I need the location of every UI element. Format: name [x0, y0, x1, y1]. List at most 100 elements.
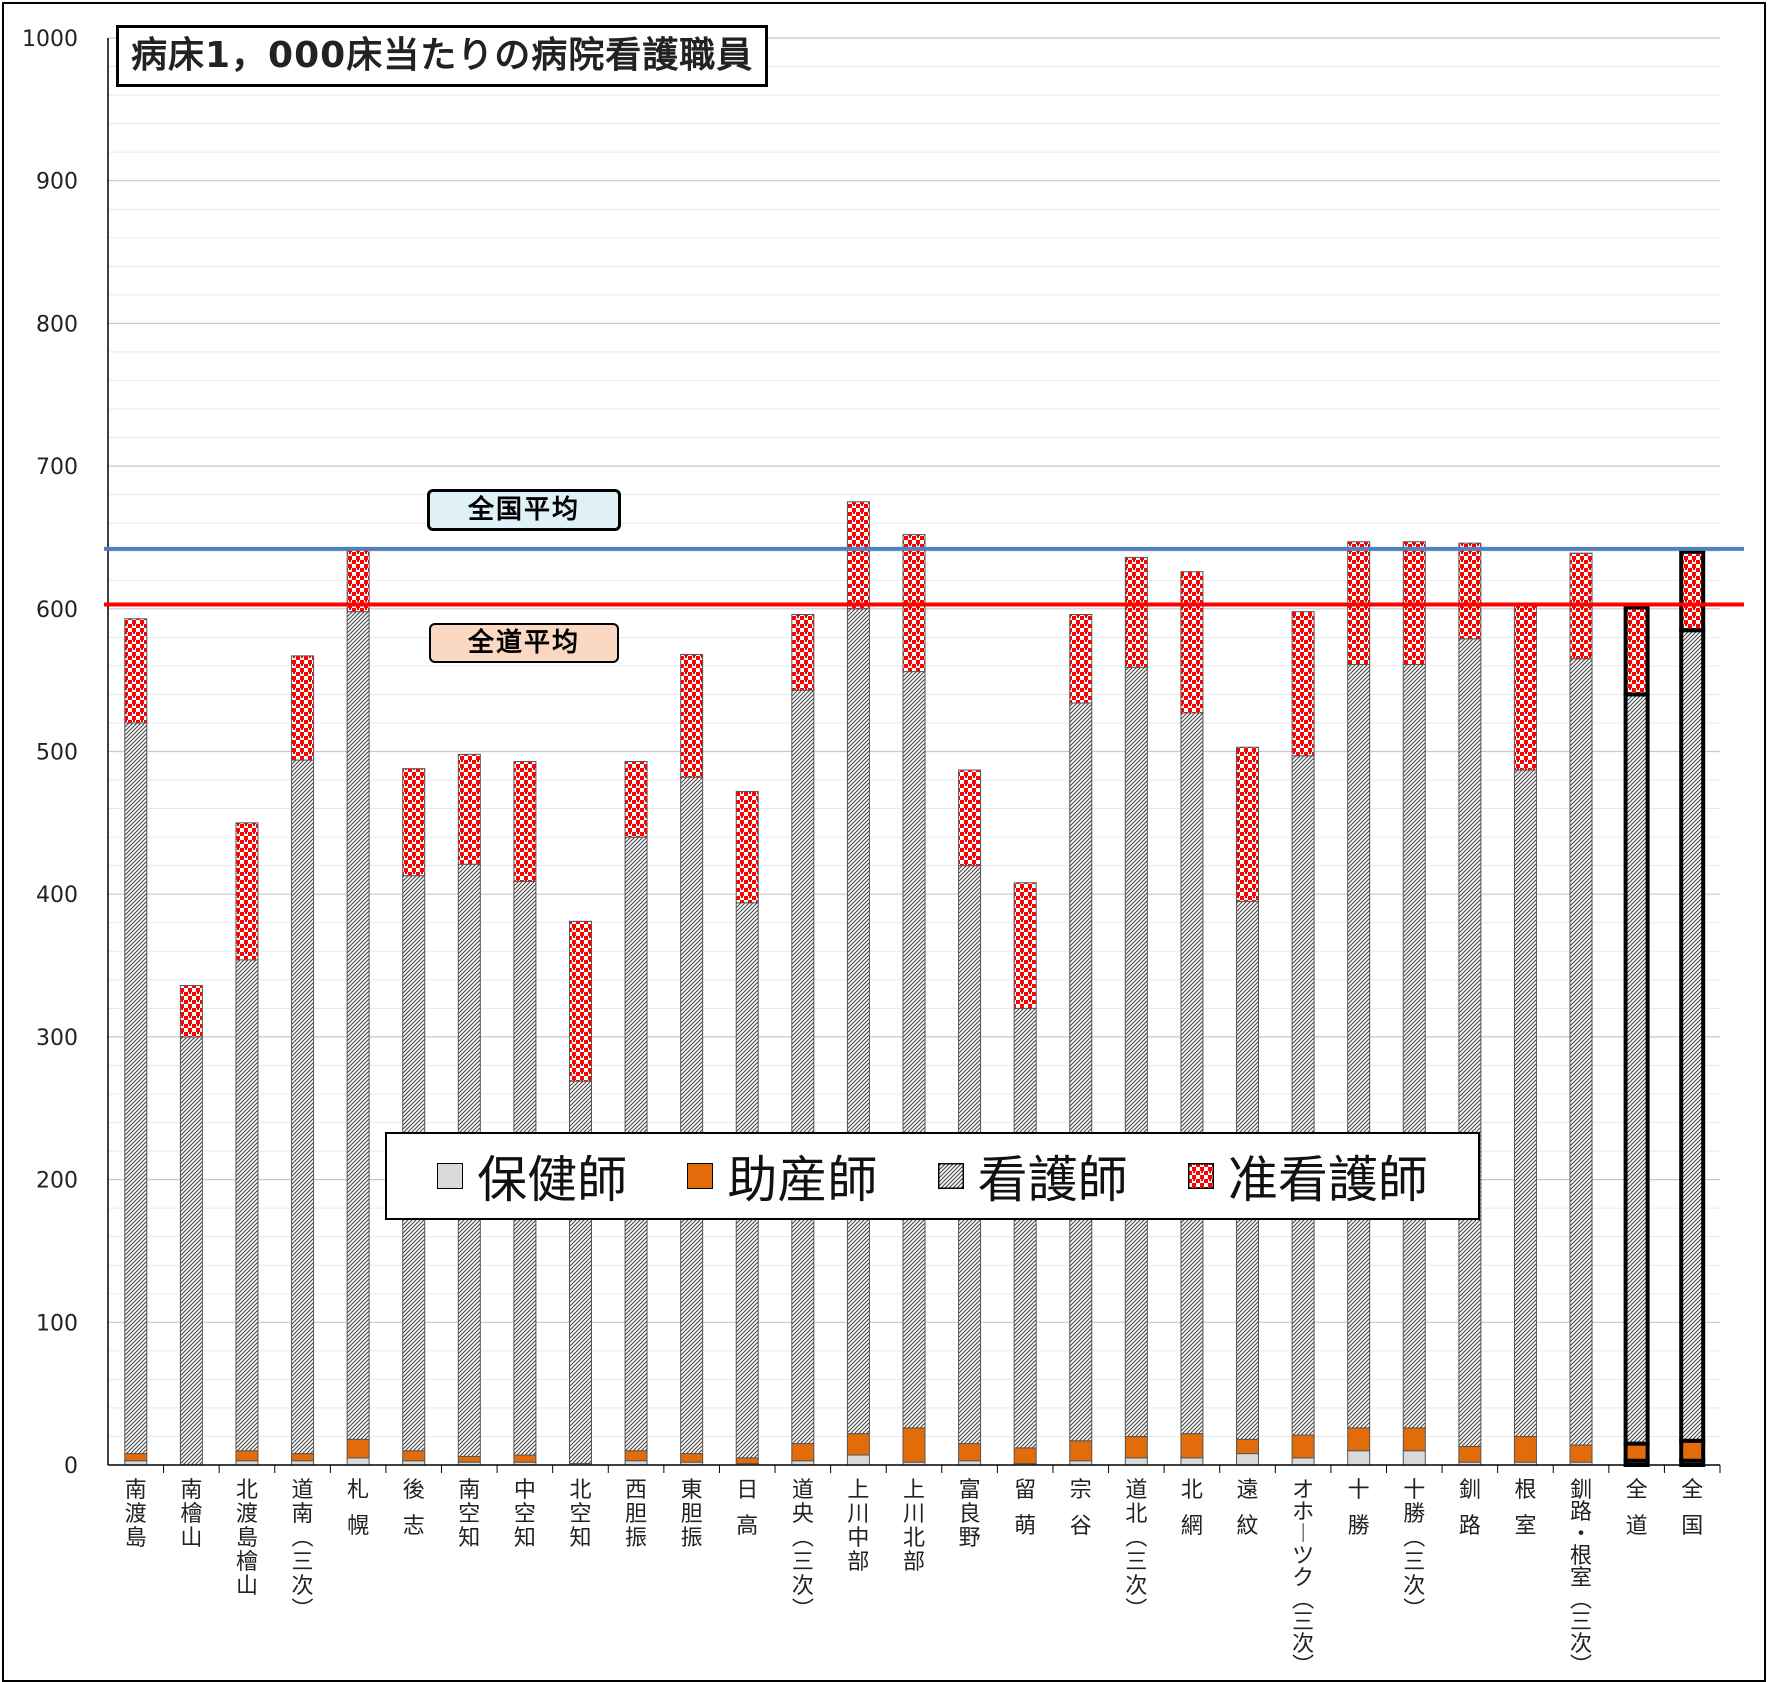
- bar-segment-midwife: [1069, 1440, 1093, 1462]
- svg-text:十: 十: [1348, 1478, 1370, 1503]
- bar-segment-midwife: [735, 1457, 759, 1465]
- bar-segment-midwife: [402, 1450, 426, 1462]
- bar-segment-nurse: [1402, 663, 1426, 1429]
- bar-segment-midwife: [1180, 1433, 1204, 1459]
- y-tick-label: 1000: [22, 27, 78, 52]
- legend-item-public-health-nurse: 保健師: [437, 1140, 627, 1212]
- svg-text:道: 道: [1125, 1478, 1147, 1503]
- svg-text:次: 次: [292, 1574, 314, 1599]
- x-tick-label: 南空知: [458, 1478, 480, 1551]
- legend-item-midwife: 助産師: [687, 1140, 877, 1212]
- svg-text:島: 島: [236, 1526, 258, 1551]
- svg-text:網: 網: [1181, 1514, 1203, 1539]
- svg-text:路: 路: [1570, 1500, 1592, 1525]
- svg-text:幌: 幌: [347, 1514, 369, 1539]
- svg-text:︶: ︶: [1125, 1598, 1147, 1623]
- bar-segment-midwife: [1679, 1438, 1706, 1463]
- x-tick-label: 中空知: [514, 1478, 536, 1551]
- svg-text:知: 知: [458, 1526, 480, 1551]
- svg-text:勝: 勝: [1403, 1502, 1425, 1527]
- bar-segment-public-health-nurse: [846, 1454, 870, 1466]
- bar-segment-public-health-nurse: [1347, 1450, 1371, 1466]
- legend-label: 保健師: [477, 1151, 628, 1209]
- bar-segment-midwife: [680, 1453, 704, 1463]
- svg-text:三: 三: [1292, 1610, 1314, 1635]
- svg-text:檜: 檜: [236, 1550, 258, 1575]
- svg-text:知: 知: [569, 1526, 591, 1551]
- svg-text:︶: ︶: [292, 1598, 314, 1623]
- legend-label: 准看護師: [1227, 1151, 1428, 1209]
- svg-text:島: 島: [125, 1526, 147, 1551]
- national-average-label: 全国平均: [427, 489, 621, 531]
- svg-text:三: 三: [1403, 1550, 1425, 1575]
- bar-segment-public-health-nurse: [346, 1457, 370, 1466]
- x-tick-label: 十勝: [1348, 1478, 1370, 1539]
- bar-segment-nurse: [1623, 692, 1650, 1446]
- svg-text:道: 道: [1626, 1514, 1648, 1539]
- bar-segment-assistant-nurse: [1679, 549, 1706, 633]
- svg-text:勝: 勝: [1348, 1514, 1370, 1539]
- svg-text:空: 空: [569, 1502, 591, 1527]
- legend-label: 看護師: [977, 1151, 1128, 1209]
- x-tick-label: 道央︵三次︶: [792, 1478, 814, 1623]
- svg-text:︵: ︵: [1292, 1588, 1314, 1613]
- bar-segment-assistant-nurse: [402, 768, 426, 877]
- svg-text:ホ: ホ: [1292, 1500, 1314, 1525]
- svg-text:路: 路: [1459, 1514, 1481, 1539]
- bar-segment-public-health-nurse: [1236, 1453, 1260, 1466]
- svg-text:中: 中: [514, 1478, 536, 1503]
- x-tick-label: 西胆振: [625, 1478, 647, 1551]
- bar-segment-nurse: [1013, 1007, 1037, 1449]
- bar-segment-midwife: [791, 1443, 815, 1462]
- bar-segment-midwife: [1347, 1427, 1371, 1452]
- bar-segment-assistant-nurse: [1124, 556, 1148, 668]
- bar-segment-assistant-nurse: [235, 822, 259, 961]
- bar-segment-nurse: [235, 959, 259, 1452]
- svg-text:東: 東: [681, 1478, 703, 1503]
- svg-text:札: 札: [347, 1478, 369, 1503]
- svg-text:十: 十: [1403, 1478, 1425, 1503]
- bar-segment-assistant-nurse: [1180, 571, 1204, 714]
- bar-segment-nurse: [1347, 663, 1371, 1429]
- legend-swatch-public-health-nurse: [437, 1163, 464, 1189]
- bar-segment-nurse: [291, 759, 315, 1455]
- bar-segment-midwife: [1458, 1445, 1482, 1463]
- bar-segment-nurse: [1291, 755, 1315, 1436]
- x-tick-label: 後志: [403, 1478, 425, 1539]
- bar-segment-public-health-nurse: [1180, 1457, 1204, 1466]
- x-tick-label: 北網: [1181, 1478, 1203, 1539]
- bar-segment-assistant-nurse: [1013, 882, 1037, 1009]
- bar-segment-midwife: [846, 1433, 870, 1456]
- x-tick-label: 道北︵三次︶: [1125, 1478, 1147, 1623]
- bar-segment-assistant-nurse: [179, 985, 203, 1038]
- bar-segment-assistant-nurse: [624, 760, 648, 838]
- svg-text:振: 振: [681, 1526, 703, 1551]
- legend-item-assistant-nurse: 准看護師: [1187, 1140, 1428, 1212]
- x-tick-label: 留萌: [1014, 1478, 1036, 1539]
- bar-segment-assistant-nurse: [291, 655, 315, 761]
- x-tick-label: 南渡島: [125, 1478, 147, 1551]
- y-tick-label: 300: [36, 1026, 78, 1051]
- svg-text:富: 富: [959, 1478, 981, 1503]
- legend-label: 助産師: [727, 1151, 878, 1209]
- legend-swatch-midwife: [687, 1163, 714, 1189]
- svg-text:空: 空: [514, 1502, 536, 1527]
- bar-segment-assistant-nurse: [791, 614, 815, 691]
- bar-segment-assistant-nurse: [1236, 746, 1260, 902]
- svg-text:道: 道: [292, 1478, 314, 1503]
- svg-text:︵: ︵: [292, 1526, 314, 1551]
- bar-segment-assistant-nurse: [1458, 542, 1482, 640]
- svg-text:遠: 遠: [1237, 1478, 1259, 1503]
- svg-text:川: 川: [847, 1502, 869, 1527]
- y-tick-label: 200: [36, 1169, 78, 1194]
- x-tick-label: 北空知: [569, 1478, 591, 1551]
- svg-text:南: 南: [180, 1478, 202, 1503]
- x-tick-label: 根室: [1514, 1478, 1536, 1539]
- bar-segment-assistant-nurse: [513, 760, 537, 882]
- svg-text:三: 三: [1570, 1610, 1592, 1635]
- svg-text:谷: 谷: [1070, 1514, 1092, 1539]
- svg-text:国: 国: [1681, 1514, 1703, 1539]
- bar-segment-midwife: [624, 1450, 648, 1462]
